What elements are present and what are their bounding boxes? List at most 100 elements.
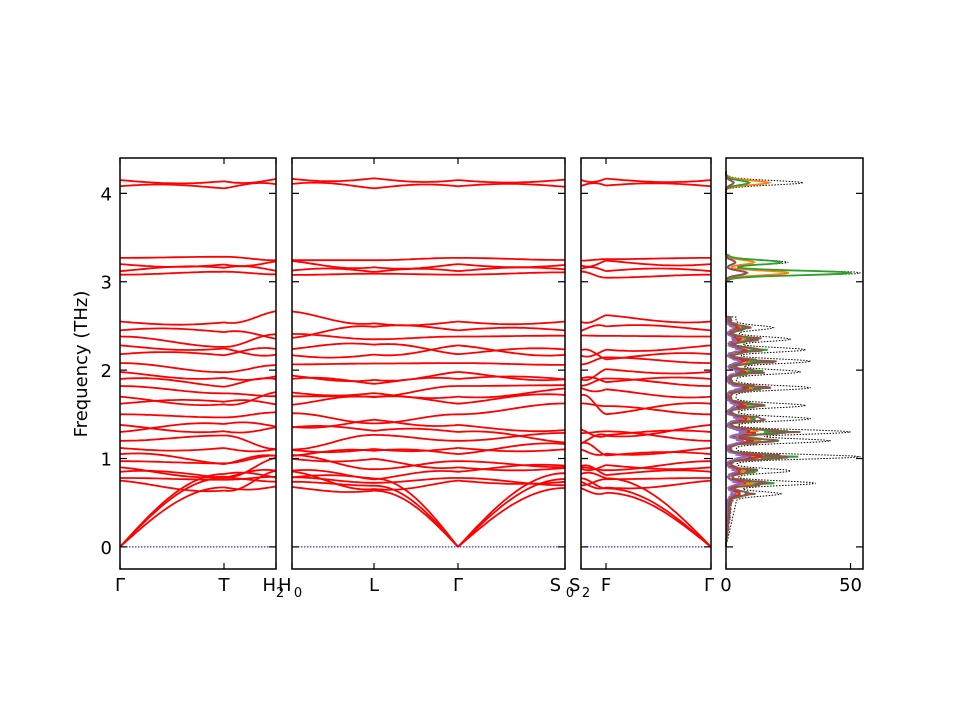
band-segment: [373, 418, 459, 427]
band-segment: [223, 470, 277, 492]
band-segment: [580, 466, 606, 472]
band-segment: [457, 487, 566, 548]
band-segment: [223, 182, 277, 190]
band-segment: [223, 260, 277, 267]
y-tick-label: 0: [101, 538, 112, 559]
band-segment: [458, 257, 565, 261]
band-segment: [291, 325, 375, 339]
band-panel-frame-1: [119, 157, 277, 570]
band-segment: [119, 395, 225, 406]
x-tick-label-gamma: Γ: [704, 575, 714, 596]
band-segment: [119, 377, 225, 388]
band-segment: [223, 485, 277, 491]
band-segment: [457, 466, 566, 472]
band-segment: [223, 421, 277, 428]
band-segment: [292, 476, 374, 484]
band-segment: [580, 266, 607, 272]
band-segment: [223, 391, 277, 406]
band-segment: [373, 470, 459, 481]
band-segment: [457, 178, 566, 184]
band-segment: [580, 448, 607, 456]
band-segment: [120, 362, 224, 374]
band-segment: [458, 432, 566, 442]
band-segment: [457, 393, 566, 405]
band-segment: [606, 477, 711, 481]
band-segment: [605, 402, 712, 416]
band-segment: [224, 364, 276, 374]
band-segment: [224, 392, 277, 398]
x-tick-label-h: H: [262, 575, 276, 596]
band-segment: [224, 434, 277, 450]
band-segment: [580, 428, 607, 438]
x-tick-label-l: L: [369, 575, 379, 596]
band-lines-layer: [119, 177, 712, 548]
band-segment: [373, 324, 459, 332]
band-segment: [223, 454, 277, 465]
band-segment: [580, 348, 607, 358]
band-segment: [581, 430, 606, 434]
y-tick-label: 4: [101, 184, 112, 205]
band-segment: [373, 263, 459, 270]
band-segment: [373, 344, 459, 357]
band-segment: [374, 257, 458, 262]
band-segment: [458, 402, 565, 416]
band-segment: [605, 447, 712, 456]
band-segment: [373, 477, 459, 548]
band-segment: [373, 177, 459, 183]
band-segment: [605, 344, 712, 352]
band-segment: [291, 333, 375, 341]
band-line-5: [119, 463, 712, 481]
band-line-12: [119, 418, 712, 438]
band-panel-frame-2: [291, 157, 566, 570]
band-segment: [580, 471, 607, 480]
band-segment: [374, 272, 458, 276]
band-segment: [458, 271, 566, 276]
x-tick-label-s: S: [569, 575, 580, 596]
band-segment: [291, 267, 375, 273]
x-tick-label-s: S: [550, 575, 561, 596]
band-segment: [581, 478, 606, 487]
band-segment: [581, 270, 607, 279]
band-segment: [119, 183, 225, 190]
band-segment: [374, 413, 459, 425]
band-segment: [457, 387, 566, 399]
band-segment: [457, 326, 566, 332]
x-tick-subscript: 2: [276, 586, 284, 601]
band-segment: [291, 260, 375, 270]
band-segment: [224, 255, 276, 262]
band-segment: [605, 487, 712, 548]
axes-frame-layer: [119, 157, 864, 570]
band-segment: [291, 434, 375, 451]
y-tick-label: 2: [101, 361, 112, 382]
band-segment: [119, 385, 225, 395]
band-segment: [606, 335, 711, 338]
band-segment: [458, 460, 566, 469]
band-line-2: [119, 471, 712, 548]
dos-x-tick-label: 50: [839, 575, 862, 596]
band-segment: [120, 460, 224, 465]
band-segment: [223, 426, 277, 434]
band-segment: [120, 434, 224, 442]
band-segment: [580, 324, 607, 332]
band-panel-frame-3: [580, 157, 712, 570]
band-segment: [120, 255, 224, 259]
band-segment: [224, 411, 276, 419]
x-tick-label-h: H: [278, 575, 292, 596]
band-segment: [119, 473, 225, 548]
band-segment: [373, 343, 459, 356]
band-segment: [119, 399, 225, 405]
band-segment: [223, 447, 277, 453]
band-segment: [457, 479, 566, 485]
band-segment: [457, 447, 566, 453]
band-line-27: [119, 259, 712, 270]
band-segment: [291, 353, 375, 359]
band-segment: [580, 394, 607, 416]
band-segment: [606, 377, 711, 387]
band-segment: [120, 413, 224, 419]
band-segment: [119, 344, 225, 351]
band-segment: [457, 183, 566, 188]
band-segment: [580, 182, 607, 187]
band-segment: [373, 479, 459, 491]
